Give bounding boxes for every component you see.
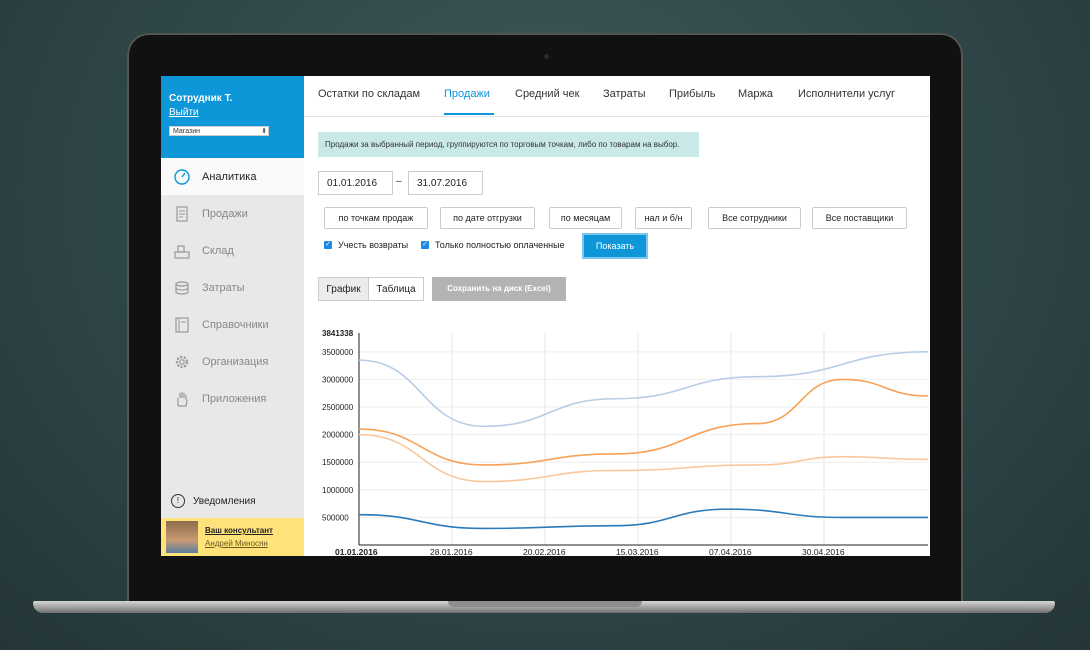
receipt-icon xyxy=(174,205,190,222)
sidebar-item-label: Справочники xyxy=(202,318,269,331)
y-tick-label: 1000000 xyxy=(322,486,354,495)
filter-suppliers-button[interactable]: Все поставщики xyxy=(812,207,907,229)
store-select-value: Магазин xyxy=(173,128,201,135)
x-tick-label: 01.01.2016 xyxy=(335,547,378,556)
filter-by-outlet-button[interactable]: по точкам продаж xyxy=(324,207,428,229)
sidebar-item-label: Склад xyxy=(202,244,234,257)
gauge-icon xyxy=(174,168,190,185)
series-line-3 xyxy=(358,433,929,483)
sidebar-header: Сотрудник Т. Выйти Магазин ⬍ xyxy=(161,76,304,158)
sidebar-item-label: Приложения xyxy=(202,392,267,405)
main-content: Остатки по складам Продажи Средний чек З… xyxy=(304,76,930,556)
gear-icon xyxy=(174,354,190,370)
show-button[interactable]: Показать xyxy=(582,233,648,259)
tab-chart-view[interactable]: График xyxy=(318,277,369,301)
check-icon: ✓ xyxy=(421,241,429,249)
warehouse-icon xyxy=(174,243,190,259)
laptop-base xyxy=(33,601,1055,613)
sidebar-item-label: Продажи xyxy=(202,207,248,220)
tab-average-check[interactable]: Средний чек xyxy=(515,88,580,100)
chevron-updown-icon: ⬍ xyxy=(261,128,267,135)
sidebar-item-directories[interactable]: Справочники xyxy=(161,306,304,343)
date-to-input[interactable]: 31.07.2016 xyxy=(408,171,483,195)
save-excel-button[interactable]: Сохранить на диск (Excel) xyxy=(432,277,566,301)
date-from-input[interactable]: 01.01.2016 xyxy=(318,171,393,195)
notifications[interactable]: ! Уведомления xyxy=(171,494,256,508)
sidebar-item-expenses[interactable]: Затраты xyxy=(161,269,304,306)
x-tick-label: 28.01.2016 xyxy=(430,547,473,556)
laptop-notch xyxy=(448,601,642,607)
y-tick-label: 1500000 xyxy=(322,458,354,467)
notifications-label: Уведомления xyxy=(193,495,256,507)
tab-profit[interactable]: Прибыль xyxy=(669,88,716,100)
check-icon: ✓ xyxy=(324,241,332,249)
fully-paid-checkbox[interactable]: ✓ Только полностью оплаченные xyxy=(421,240,565,250)
tab-expenses[interactable]: Затраты xyxy=(603,88,646,100)
x-tick-label: 07.04.2016 xyxy=(709,547,752,556)
x-tick-label: 15.03.2016 xyxy=(616,547,659,556)
x-tick-label: 30.04.2016 xyxy=(802,547,845,556)
sidebar-item-label: Затраты xyxy=(202,281,245,294)
consultant-panel: Ваш консультант Андрей Миносян xyxy=(161,518,304,556)
y-tick-label: 2000000 xyxy=(322,431,354,440)
y-tick-label: 500000 xyxy=(322,513,349,522)
user-name: Сотрудник Т. xyxy=(169,93,233,104)
sidebar-item-organization[interactable]: Организация xyxy=(161,343,304,380)
fully-paid-checkbox-label: Только полностью оплаченные xyxy=(435,240,565,250)
coins-icon xyxy=(174,280,190,296)
active-tab-indicator xyxy=(444,113,494,115)
tab-table-view[interactable]: Таблица xyxy=(368,277,424,301)
y-tick-label: 3500000 xyxy=(322,348,354,357)
series-line-1 xyxy=(358,351,929,428)
tab-margin[interactable]: Маржа xyxy=(738,88,773,100)
filter-by-month-button[interactable]: по месяцам xyxy=(549,207,622,229)
y-tick-label: 2500000 xyxy=(322,403,354,412)
camera-dot xyxy=(544,54,549,59)
filter-by-shipment-date-button[interactable]: по дате отгрузки xyxy=(440,207,535,229)
app-screen: Сотрудник Т. Выйти Магазин ⬍ Аналитика П… xyxy=(161,76,930,556)
store-select[interactable]: Магазин ⬍ xyxy=(169,126,269,136)
sidebar-item-label: Организация xyxy=(202,355,269,368)
sidebar-item-warehouse[interactable]: Склад xyxy=(161,232,304,269)
returns-checkbox-label: Учесть возвраты xyxy=(338,240,409,250)
y-tick-label: 3000000 xyxy=(322,375,354,384)
series-line-4 xyxy=(358,508,928,530)
tab-bar: Остатки по складам Продажи Средний чек З… xyxy=(304,76,930,117)
filter-payment-type-button[interactable]: нал и б/н xyxy=(635,207,692,229)
date-dash: – xyxy=(396,176,402,187)
filter-employees-button[interactable]: Все сотрудники xyxy=(708,207,801,229)
sidebar-item-analytics[interactable]: Аналитика xyxy=(161,158,304,195)
y-max-label: 3841338 xyxy=(322,329,354,338)
tab-service-providers[interactable]: Исполнители услуг xyxy=(798,88,895,100)
tab-stock[interactable]: Остатки по складам xyxy=(318,88,421,100)
info-banner: Продажи за выбранный период, группируютс… xyxy=(318,132,699,157)
hand-icon xyxy=(174,391,190,407)
consultant-name[interactable]: Андрей Миносян xyxy=(205,539,268,548)
sidebar: Сотрудник Т. Выйти Магазин ⬍ Аналитика П… xyxy=(161,76,304,556)
x-tick-label: 20.02.2016 xyxy=(523,547,566,556)
book-icon xyxy=(174,316,190,333)
sidebar-item-apps[interactable]: Приложения xyxy=(161,380,304,417)
consultant-title[interactable]: Ваш консультант xyxy=(205,526,273,535)
sidebar-item-sales[interactable]: Продажи xyxy=(161,195,304,232)
sales-line-chart: 01.01.2016 28.01.2016 20.02.2016 15.03.2016… xyxy=(322,329,929,556)
logout-link[interactable]: Выйти xyxy=(169,107,199,118)
alert-circle-icon: ! xyxy=(171,494,185,508)
series-line-2 xyxy=(358,378,929,466)
avatar xyxy=(166,521,198,553)
returns-checkbox[interactable]: ✓ Учесть возвраты xyxy=(324,240,408,250)
tab-sales[interactable]: Продажи xyxy=(444,88,490,100)
sidebar-item-label: Аналитика xyxy=(202,170,257,183)
